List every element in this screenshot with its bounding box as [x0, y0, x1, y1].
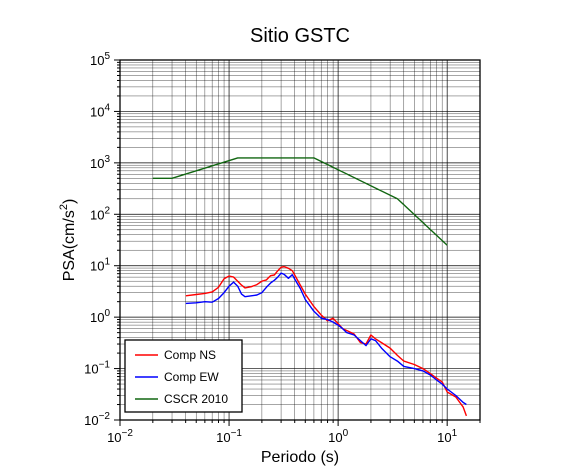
x-tick-label: 10−1 [216, 428, 242, 445]
x-axis-title: Periodo (s) [261, 449, 339, 466]
x-tick-label: 101 [437, 428, 457, 445]
y-axis-title-sup: 2 [58, 204, 70, 210]
series-line-3 [152, 157, 448, 246]
series-layer [152, 157, 468, 417]
x-tick-label: 100 [328, 428, 348, 445]
y-tick-label: 101 [90, 257, 110, 274]
y-tick-label: 104 [90, 102, 110, 119]
y-axis-title: PSA(cm/s2) [58, 199, 78, 282]
legend-label: Comp NS [164, 348, 216, 362]
chart-title: Sitio GSTC [250, 25, 350, 47]
legend: Comp NS Comp EW CSCR 2010 [124, 339, 243, 413]
x-tick-label: 10−2 [107, 428, 133, 445]
y-tick-label: 10−1 [84, 360, 110, 377]
plot-frame [119, 59, 481, 421]
y-tick-labels: 10−2 10−1 100 101 102 103 104 105 [84, 51, 110, 428]
series-line-1 [185, 265, 468, 417]
y-axis-title-base: PSA(cm/s [61, 210, 78, 281]
legend-label: Comp EW [164, 370, 219, 384]
x-tick-labels: 10−2 10−1 100 101 [107, 428, 458, 445]
legend-box [124, 339, 243, 413]
y-tick-label: 103 [90, 154, 110, 171]
y-tick-label: 105 [90, 51, 110, 68]
y-tick-label: 102 [90, 205, 110, 222]
series-line-2 [185, 272, 467, 406]
legend-label: CSCR 2010 [164, 392, 228, 406]
y-axis-title-end: ) [61, 199, 78, 204]
y-tick-label: 100 [90, 308, 110, 325]
y-tick-label: 10−2 [84, 411, 110, 428]
